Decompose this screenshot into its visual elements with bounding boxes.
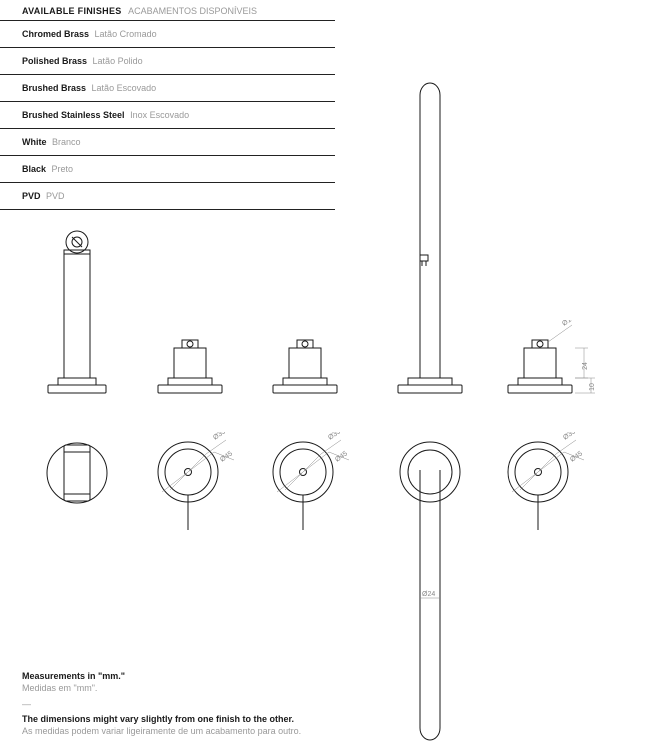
dim-d45: Ø45	[334, 450, 349, 463]
header-title-pt: ACABAMENTOS DISPONÍVEIS	[128, 6, 257, 16]
handshower-side-icon	[42, 230, 112, 400]
finish-pt: Latão Polido	[93, 56, 143, 66]
note-pt: As medidas podem variar ligeiramente de …	[22, 725, 301, 737]
header-title-en: AVAILABLE FINISHES	[22, 6, 122, 16]
dim-d13: Ø13	[561, 320, 576, 328]
knob-side-dim-icon: Ø13 24 10	[500, 320, 630, 400]
technical-drawings: Ø13 24 10 Ø35 Ø45	[0, 80, 653, 640]
dim-d24: Ø24	[422, 591, 435, 598]
note-en: The dimensions might vary slightly from …	[22, 713, 301, 725]
finish-en: Polished Brass	[22, 56, 87, 66]
dim-d35: Ø35	[562, 432, 577, 442]
knob-top-icon: Ø35 Ø45	[148, 432, 248, 542]
handshower-top-icon	[44, 440, 110, 506]
finish-row: Polished Brass Latão Polido	[0, 48, 335, 75]
meas-en: Measurements in "mm."	[22, 670, 301, 682]
dim-d35: Ø35	[327, 432, 342, 442]
knob-side-icon	[265, 338, 345, 400]
spout-side-icon	[390, 80, 470, 400]
finish-pt: Latão Cromado	[95, 29, 157, 39]
finish-en: Chromed Brass	[22, 29, 89, 39]
dim-d35: Ø35	[212, 432, 227, 442]
dim-h24: 24	[582, 362, 589, 370]
footer-notes: Measurements in "mm." Medidas em "mm". —…	[22, 670, 301, 737]
dim-h10: 10	[589, 383, 596, 391]
dim-d45: Ø45	[219, 450, 234, 463]
knob-top-icon: Ø35 Ø45	[263, 432, 363, 542]
knob-top-icon: Ø35 Ø45	[498, 432, 598, 542]
divider-dash: —	[22, 698, 301, 710]
finish-row: Chromed Brass Latão Cromado	[0, 21, 335, 48]
knob-side-icon	[150, 338, 230, 400]
meas-pt: Medidas em "mm".	[22, 682, 301, 694]
dim-d45: Ø45	[569, 450, 584, 463]
spout-top-icon: Ø24	[392, 438, 468, 748]
finishes-header: AVAILABLE FINISHES ACABAMENTOS DISPONÍVE…	[0, 0, 335, 21]
